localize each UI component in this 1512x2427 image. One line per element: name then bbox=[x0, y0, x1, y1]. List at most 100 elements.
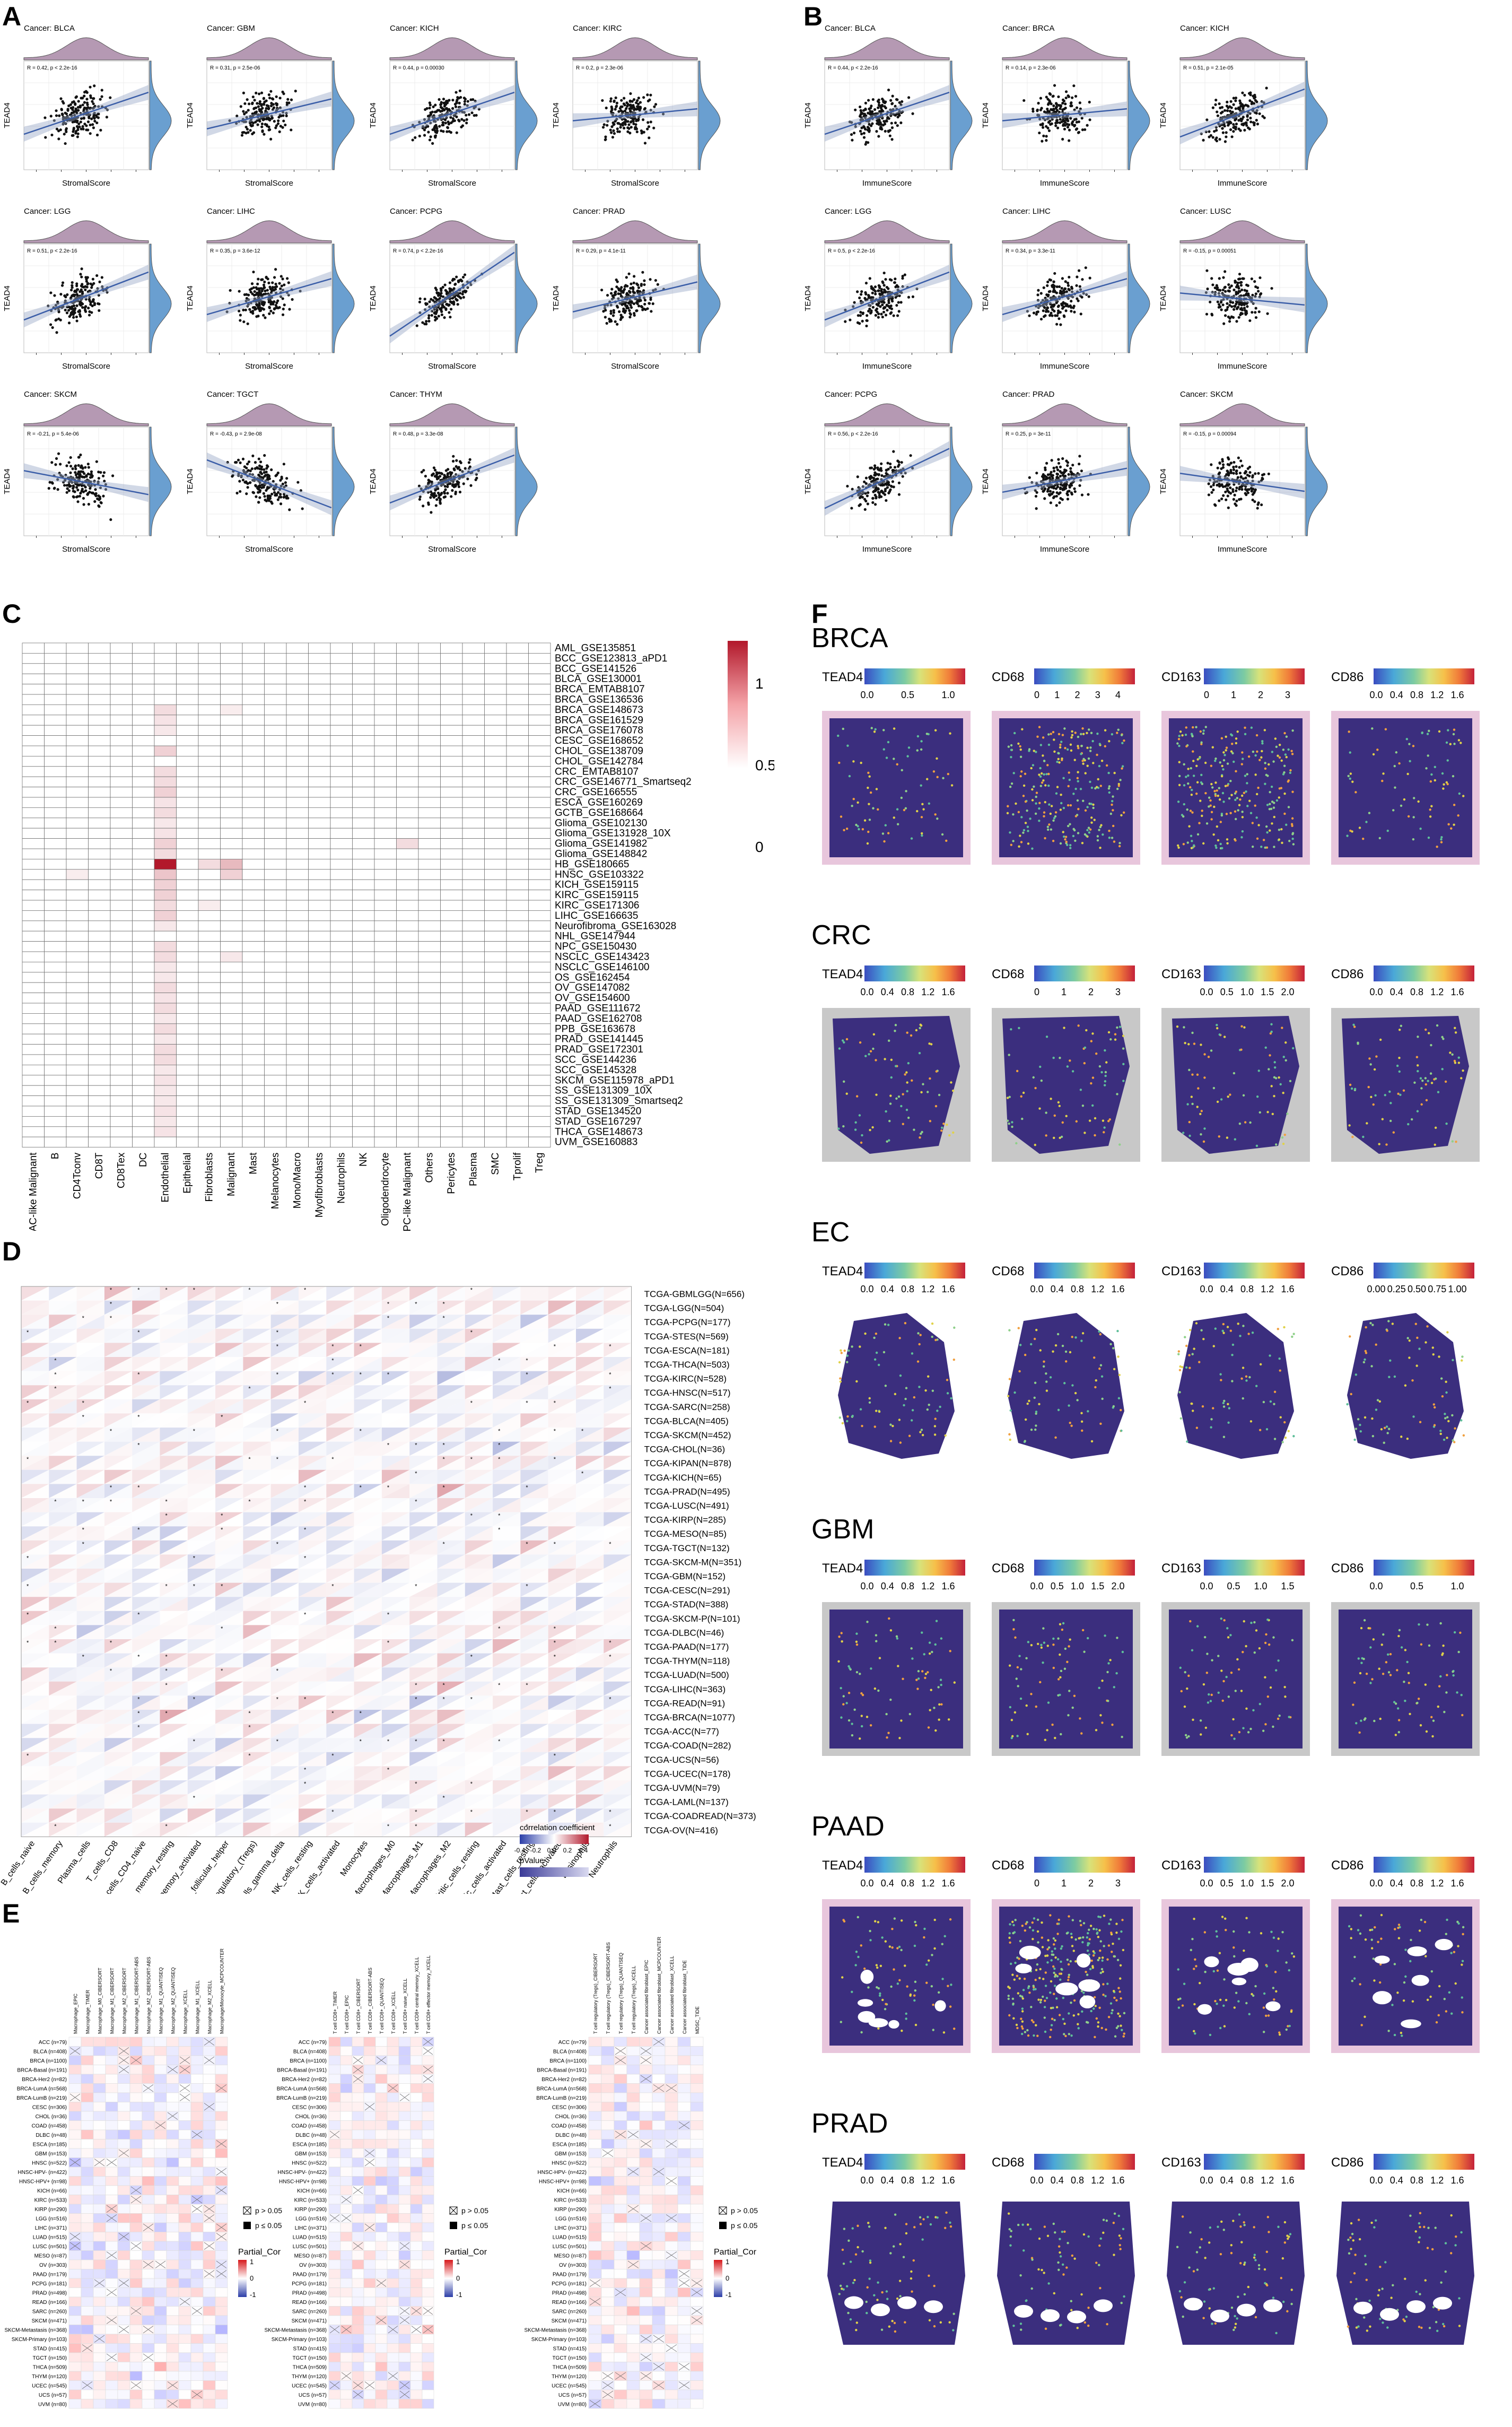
scatter-point bbox=[610, 125, 614, 128]
dataset-label: Glioma_GSE102130 bbox=[555, 817, 647, 829]
scatter-point bbox=[76, 489, 80, 492]
heatmap-cell bbox=[242, 766, 265, 777]
heatmap-cell bbox=[484, 725, 507, 736]
scatter-point bbox=[267, 300, 270, 303]
scatter-point bbox=[463, 100, 466, 103]
scatter-point bbox=[84, 466, 87, 469]
heatmap-cell bbox=[110, 807, 133, 819]
scatter-point bbox=[863, 508, 867, 511]
scatter-point bbox=[452, 300, 455, 303]
scatter-point bbox=[1251, 475, 1254, 479]
scatter-point bbox=[1233, 305, 1237, 308]
heatmap-cell bbox=[264, 1023, 287, 1034]
scatter-point bbox=[69, 475, 73, 479]
heatmap-cell bbox=[198, 1095, 221, 1107]
heatmap-cell bbox=[242, 869, 265, 880]
scatter-point bbox=[268, 477, 272, 480]
heatmap-cell bbox=[44, 858, 67, 870]
heatmap-cell bbox=[198, 962, 221, 973]
top-density bbox=[1179, 403, 1305, 427]
heatmap-cell bbox=[22, 838, 45, 849]
heatmap-cell bbox=[418, 879, 441, 891]
heatmap-cell bbox=[110, 1054, 133, 1065]
scatter-point bbox=[452, 485, 456, 489]
scatter-point bbox=[71, 101, 74, 104]
scatter-point bbox=[1051, 476, 1054, 480]
scatter-point bbox=[421, 321, 424, 324]
heatmap-cell bbox=[44, 900, 67, 911]
heatmap-cell bbox=[110, 838, 133, 849]
heatmap-cell bbox=[154, 766, 177, 777]
top-density bbox=[1179, 220, 1305, 243]
heatmap-cell bbox=[418, 1044, 441, 1055]
heatmap-cell bbox=[286, 776, 309, 788]
heatmap-cell bbox=[462, 653, 485, 664]
heatmap-cell bbox=[198, 673, 221, 684]
scatter-point bbox=[249, 124, 252, 127]
heatmap-cell bbox=[66, 1023, 89, 1034]
fit-line bbox=[206, 459, 332, 509]
heatmap-cell bbox=[330, 1044, 353, 1055]
heatmap-cell bbox=[440, 673, 463, 684]
scatter-point bbox=[430, 298, 433, 301]
heatmap-cell bbox=[462, 900, 485, 911]
heatmap-cell bbox=[396, 920, 419, 932]
scatter-point bbox=[248, 473, 252, 476]
heatmap-cell bbox=[132, 776, 155, 788]
scatter-point bbox=[643, 283, 646, 286]
scatter-point bbox=[886, 309, 889, 312]
heatmap-cell bbox=[176, 1013, 199, 1024]
heatmap-cell bbox=[396, 1075, 419, 1086]
heatmap-cell bbox=[330, 838, 353, 849]
scatter-point bbox=[94, 488, 97, 491]
heatmap-cell bbox=[352, 858, 375, 870]
scatter-point bbox=[226, 460, 229, 464]
scatter-point bbox=[1069, 105, 1072, 108]
scatter-point bbox=[859, 310, 862, 314]
scatter-point bbox=[102, 471, 106, 474]
heatmap-cell bbox=[44, 930, 67, 942]
scatter-point bbox=[249, 129, 252, 132]
scatter-point bbox=[1061, 110, 1064, 114]
heatmap-cell bbox=[352, 930, 375, 942]
heatmap-cell bbox=[22, 776, 45, 788]
scatter-point bbox=[1224, 290, 1227, 293]
scatter-point bbox=[1215, 284, 1218, 287]
scatter-point bbox=[1214, 103, 1217, 106]
heatmap-cell bbox=[330, 642, 353, 654]
heatmap-cell bbox=[264, 869, 287, 880]
scatter-point bbox=[84, 310, 88, 313]
heatmap-cell bbox=[418, 787, 441, 798]
scatter-point bbox=[1247, 293, 1250, 297]
heatmap-cell bbox=[286, 1003, 309, 1014]
heatmap-cell bbox=[22, 1044, 45, 1055]
scatter-point bbox=[1050, 108, 1053, 111]
scatter-point bbox=[1249, 120, 1253, 124]
heatmap-cell bbox=[198, 1033, 221, 1045]
heatmap-cell bbox=[22, 1095, 45, 1107]
scatter-point bbox=[885, 472, 888, 475]
scatter-point bbox=[881, 315, 884, 319]
heatmap-cell bbox=[308, 1106, 331, 1117]
heatmap-cell bbox=[440, 982, 463, 994]
scatter-point bbox=[246, 463, 249, 466]
heatmap-cell bbox=[374, 755, 397, 767]
scatter-point bbox=[1061, 101, 1064, 105]
scatter-point bbox=[260, 294, 263, 298]
heatmap-cell bbox=[418, 725, 441, 736]
scatter-point bbox=[887, 299, 890, 302]
scatter-point bbox=[274, 285, 277, 289]
scatter-point bbox=[646, 127, 649, 131]
scatter-point bbox=[616, 323, 619, 326]
scatter-point bbox=[1237, 277, 1240, 281]
heatmap-cell bbox=[308, 982, 331, 994]
scatter-point bbox=[1047, 129, 1051, 132]
heatmap-cell bbox=[66, 1065, 89, 1076]
heatmap-cell bbox=[528, 1013, 551, 1024]
heatmap-cell bbox=[220, 755, 243, 767]
scatter-point bbox=[245, 116, 248, 119]
panel-c-heatmap: AML_GSE135851BCC_GSE123813_aPD1BCC_GSE14… bbox=[22, 641, 774, 1231]
scatter-point bbox=[89, 85, 92, 89]
scatter-point bbox=[867, 141, 870, 144]
scatter-point bbox=[250, 467, 254, 471]
